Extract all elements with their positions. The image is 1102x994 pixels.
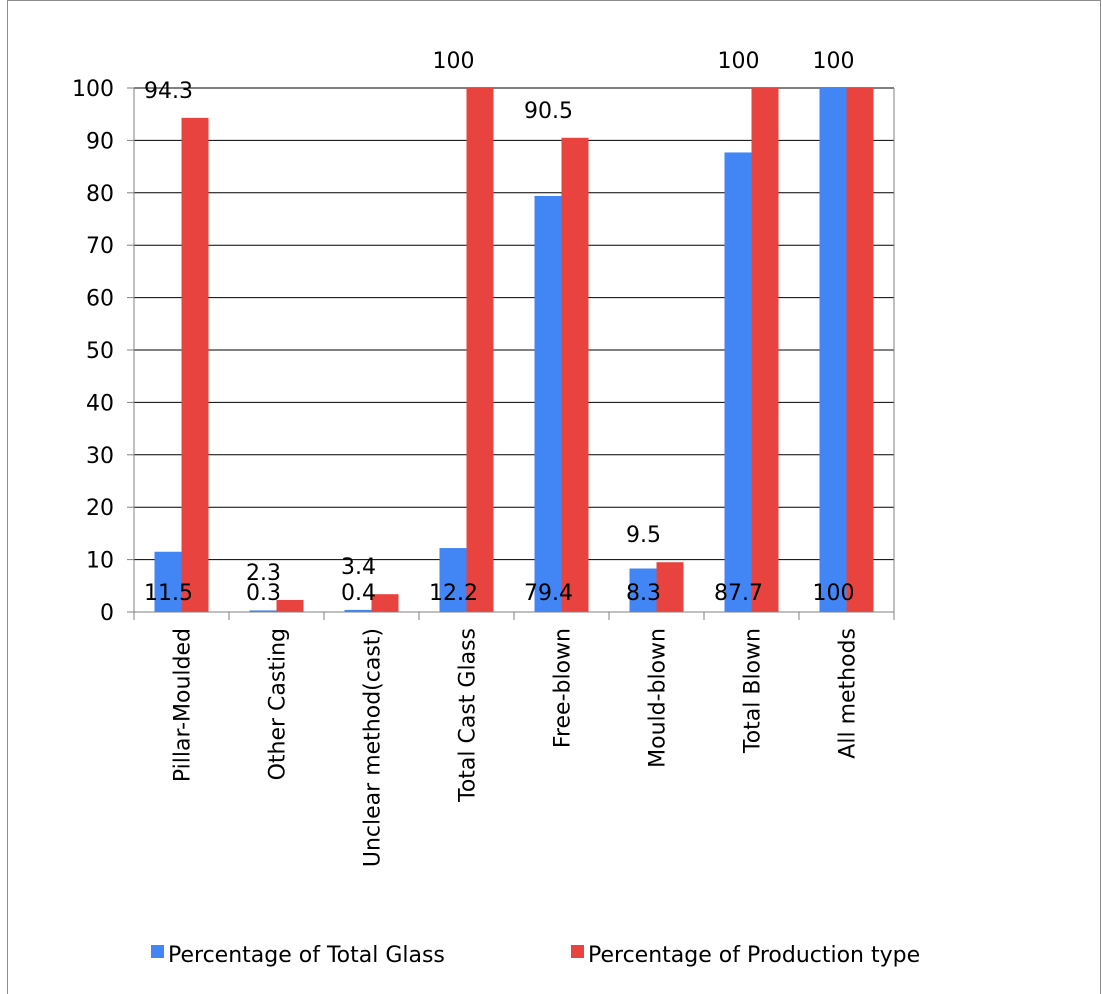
category-label: Unclear method(cast) <box>361 628 386 867</box>
x-category-labels: Pillar-Moulded Other Casting Unclear metho… <box>171 628 861 867</box>
data-label-total-glass: 11.5 <box>144 581 193 606</box>
y-tick-label: 80 <box>86 182 114 207</box>
y-tick-label: 0 <box>100 601 114 626</box>
bars <box>154 88 874 613</box>
bar-total-glass <box>629 568 657 612</box>
bar-total-glass <box>249 610 277 612</box>
data-label-production-type: 94.3 <box>144 79 193 104</box>
data-labels: 11.5 94.3 0.32.3 0.43.4 12.2 100 79.4 90.5 8.3 9.… <box>144 49 854 606</box>
bar-production-type <box>561 137 589 612</box>
y-tick-label: 30 <box>86 444 114 469</box>
bar-production-type <box>276 599 304 612</box>
y-tick-label: 50 <box>86 339 114 364</box>
category-label: Mould-blown <box>646 628 671 768</box>
bar-production-type <box>846 88 874 612</box>
category-label: Pillar-Moulded <box>171 628 196 782</box>
data-label-production-type: 2.3 <box>246 561 281 586</box>
data-label-total-glass: 12.2 <box>429 581 478 606</box>
bar-production-type <box>751 88 779 612</box>
bar-total-glass <box>154 551 182 612</box>
data-label-production-type: 100 <box>433 49 475 74</box>
data-label-production-type: 100 <box>813 49 855 74</box>
chart-frame <box>7 0 1101 994</box>
legend-swatch-production-type <box>571 945 584 958</box>
data-label-total-glass: 100 <box>813 581 855 606</box>
y-tick-label: 20 <box>86 496 114 521</box>
bar-total-glass <box>534 195 562 612</box>
bar-production-type <box>466 88 494 612</box>
y-tick-label: 40 <box>86 391 114 416</box>
data-label-production-type: 9.5 <box>626 523 661 548</box>
gridlines <box>134 87 894 613</box>
bar-total-glass <box>819 88 847 612</box>
y-tick-label: 90 <box>86 129 114 154</box>
bar-total-glass <box>724 152 752 612</box>
data-label-production-type: 90.5 <box>524 99 573 124</box>
bar-production-type <box>656 562 684 612</box>
legend-label-total-glass: Percentage of Total Glass <box>168 943 445 968</box>
y-tick-label: 10 <box>86 549 114 574</box>
axes <box>127 87 895 620</box>
legend-swatch-total-glass <box>151 945 164 958</box>
data-label-total-glass: 87.7 <box>714 581 763 606</box>
y-tick-label: 100 <box>72 77 114 102</box>
bar-production-type <box>181 117 209 613</box>
data-label-production-type: 100 <box>718 49 760 74</box>
category-label: Free-blown <box>551 628 576 748</box>
y-tick-label: 60 <box>86 287 114 312</box>
data-label-total-glass: 0.3 <box>246 581 281 606</box>
category-label: Total Cast Glass <box>456 628 481 803</box>
data-label-production-type: 3.4 <box>341 555 376 580</box>
category-label: Total Blown <box>741 628 766 754</box>
data-label-total-glass: 79.4 <box>524 581 573 606</box>
data-label-total-glass: 0.4 <box>341 581 376 606</box>
category-label: Other Casting <box>266 628 291 780</box>
bar-total-glass <box>439 548 467 612</box>
data-label-total-glass: 8.3 <box>626 581 661 606</box>
bar-total-glass <box>344 609 372 612</box>
y-tick-labels: 0 10 20 30 40 50 60 70 80 90 100 <box>72 77 114 626</box>
legend: Percentage of Total Glass Percentage of … <box>151 943 920 968</box>
bar-production-type <box>371 594 399 612</box>
legend-label-production-type: Percentage of Production type <box>588 943 920 968</box>
category-label: All methods <box>836 628 861 759</box>
y-tick-label: 70 <box>86 234 114 259</box>
